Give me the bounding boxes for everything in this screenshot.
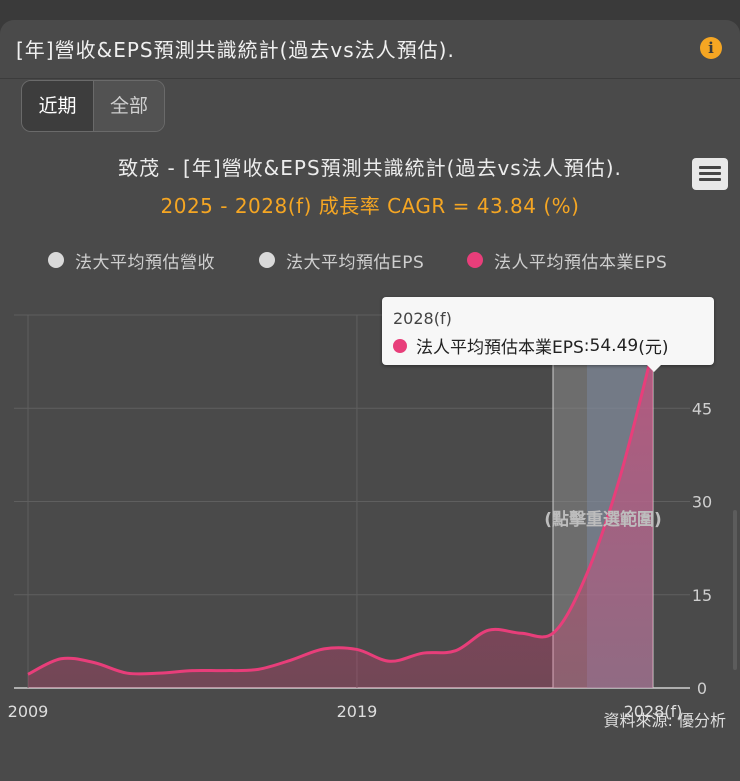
tooltip-unit: (元) (638, 338, 669, 358)
tooltip-row: 法人平均預估本業EPS: 54.49 (元) (393, 333, 668, 358)
info-icon[interactable]: i (700, 37, 722, 59)
legend-label: 法大平均預估EPS (286, 252, 425, 273)
legend-dot (259, 252, 275, 268)
data-point[interactable] (288, 657, 294, 663)
data-point[interactable] (58, 656, 64, 662)
legend-item-revenue[interactable]: 法大平均預估營收 (48, 247, 215, 273)
legend-item-eps[interactable]: 法大平均預估EPS (259, 247, 424, 273)
tooltip-series-name: 法人平均預估本業EPS (416, 338, 584, 358)
y-tick-label: 0 (697, 679, 707, 698)
data-point[interactable] (518, 630, 524, 636)
tooltip-caret (647, 365, 661, 372)
y-tick-label: 15 (692, 586, 712, 605)
chart-subtitle: 2025 - 2028(f) 成長率 CAGR = 43.84 (%) (160, 194, 580, 218)
x-tick-label: 2019 (337, 702, 378, 721)
legend-item-core-eps[interactable]: 法人平均預估本業EPS (467, 247, 667, 273)
chart-tooltip: 2028(f) 法人平均預估本業EPS: 54.49 (元) (382, 297, 714, 372)
series-line[interactable] (27, 348, 655, 676)
card-header: [年]營收&EPS預測共識統計(過去vs法人預估). i (0, 20, 740, 79)
legend-dot (48, 252, 64, 268)
data-point[interactable] (453, 648, 459, 654)
tab-recent[interactable]: 近期 (22, 81, 94, 131)
legend-label: 法人平均預估本業EPS (494, 252, 668, 273)
x-tick-label: 2028(f) (624, 702, 683, 721)
y-tick-label: 30 (692, 493, 712, 512)
source-credit: 資料來源: 優分析 (603, 711, 726, 730)
card-title: [年]營收&EPS預測共識統計(過去vs法人預估). (16, 38, 455, 62)
chart-title: 致茂 - [年]營收&EPS預測共識統計(過去vs法人預估). (118, 156, 622, 180)
scrollbar[interactable] (733, 510, 737, 670)
y-tick-label: 45 (692, 399, 712, 418)
range-toggle: 近期 全部 (21, 80, 165, 132)
series-area (28, 349, 653, 688)
x-tick-label: 2009 (8, 702, 49, 721)
data-point[interactable] (189, 668, 195, 674)
data-point[interactable] (157, 670, 163, 676)
legend-label: 法大平均預估營收 (75, 252, 215, 273)
data-point[interactable] (25, 671, 31, 677)
data-point[interactable] (617, 474, 623, 480)
tab-all[interactable]: 全部 (94, 81, 164, 131)
data-point[interactable] (551, 629, 557, 635)
data-point[interactable] (486, 627, 492, 633)
data-point[interactable] (222, 668, 228, 674)
data-point[interactable] (124, 670, 130, 676)
data-point[interactable] (584, 570, 590, 576)
selection-hint: (點擊重選範圍) (544, 509, 662, 530)
tooltip-dot (393, 338, 407, 353)
hamburger-menu-icon[interactable] (692, 158, 728, 190)
tooltip-value: 54.49 (589, 335, 639, 356)
legend-dot (467, 252, 483, 268)
data-point[interactable] (321, 646, 327, 652)
data-point[interactable] (354, 646, 360, 652)
data-point[interactable] (387, 658, 393, 664)
data-point[interactable] (91, 660, 97, 666)
data-point[interactable] (255, 666, 261, 672)
tooltip-x-label: 2028(f) (393, 309, 452, 328)
data-point[interactable] (420, 650, 426, 656)
tooltip-colon: : (583, 335, 590, 356)
